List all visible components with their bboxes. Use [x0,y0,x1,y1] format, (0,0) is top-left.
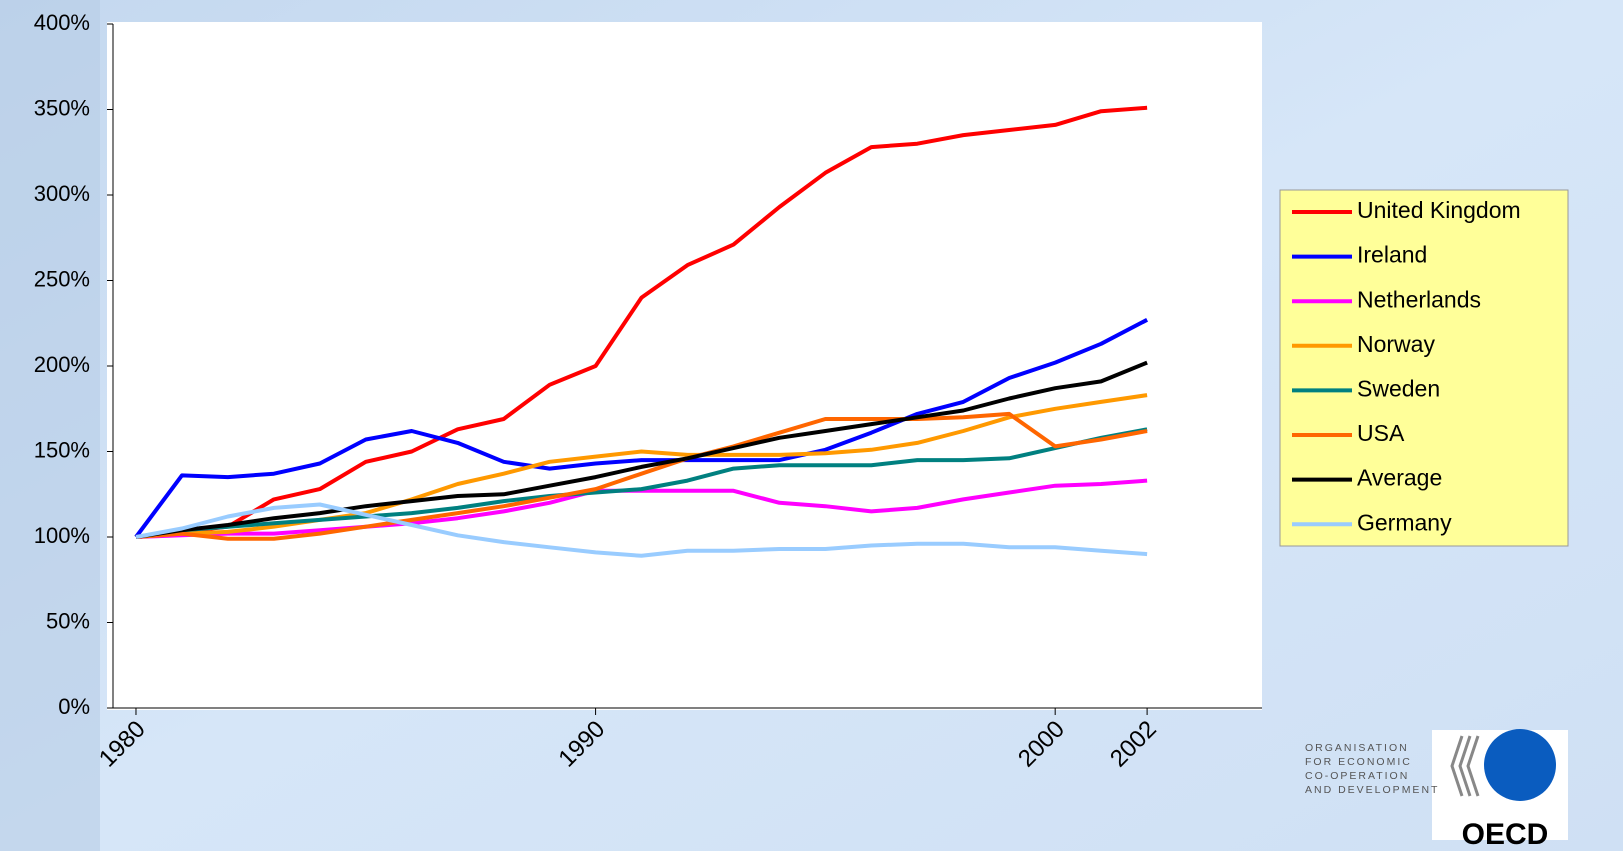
y-tick-label: 200% [34,352,90,377]
logo-text: FOR ECONOMIC [1305,756,1412,768]
series-line [135,105,1148,539]
series-line [135,427,1148,539]
logo-circle [1484,729,1556,801]
legend-label: Sweden [1357,375,1440,401]
logo-text: ORGANISATION [1305,742,1409,754]
series-line [135,360,1148,539]
legend-label: Ireland [1357,242,1427,268]
background-column [0,0,100,851]
y-tick-label: 400% [34,10,90,35]
y-tick-label: 100% [34,523,90,548]
legend-label: United Kingdom [1357,197,1521,223]
legend-label: USA [1357,420,1405,446]
series-line [135,502,1148,558]
y-tick-label: 350% [34,95,90,120]
y-tick-label: 50% [46,608,90,633]
logo-text: CO-OPERATION [1305,770,1409,782]
logo-text: AND DEVELOPMENT [1305,784,1439,796]
legend-label: Norway [1357,331,1435,357]
series-line [135,411,1148,541]
logo-mark: OECD [1462,818,1549,851]
plot-area [107,22,1262,710]
logo-chevrons [1450,735,1480,797]
y-tick-label: 150% [34,437,90,462]
legend-label: Average [1357,465,1442,491]
y-tick-label: 0% [58,694,90,719]
series-line [134,318,1149,539]
legend-label: Netherlands [1357,286,1481,312]
y-tick-label: 300% [34,181,90,206]
legend-label: Germany [1357,509,1452,535]
oecd-logo: ORGANISATION FOR ECONOMIC CO-OPERATION A… [1305,729,1568,851]
legend-box [1279,189,1569,547]
y-tick-label: 250% [34,266,90,291]
